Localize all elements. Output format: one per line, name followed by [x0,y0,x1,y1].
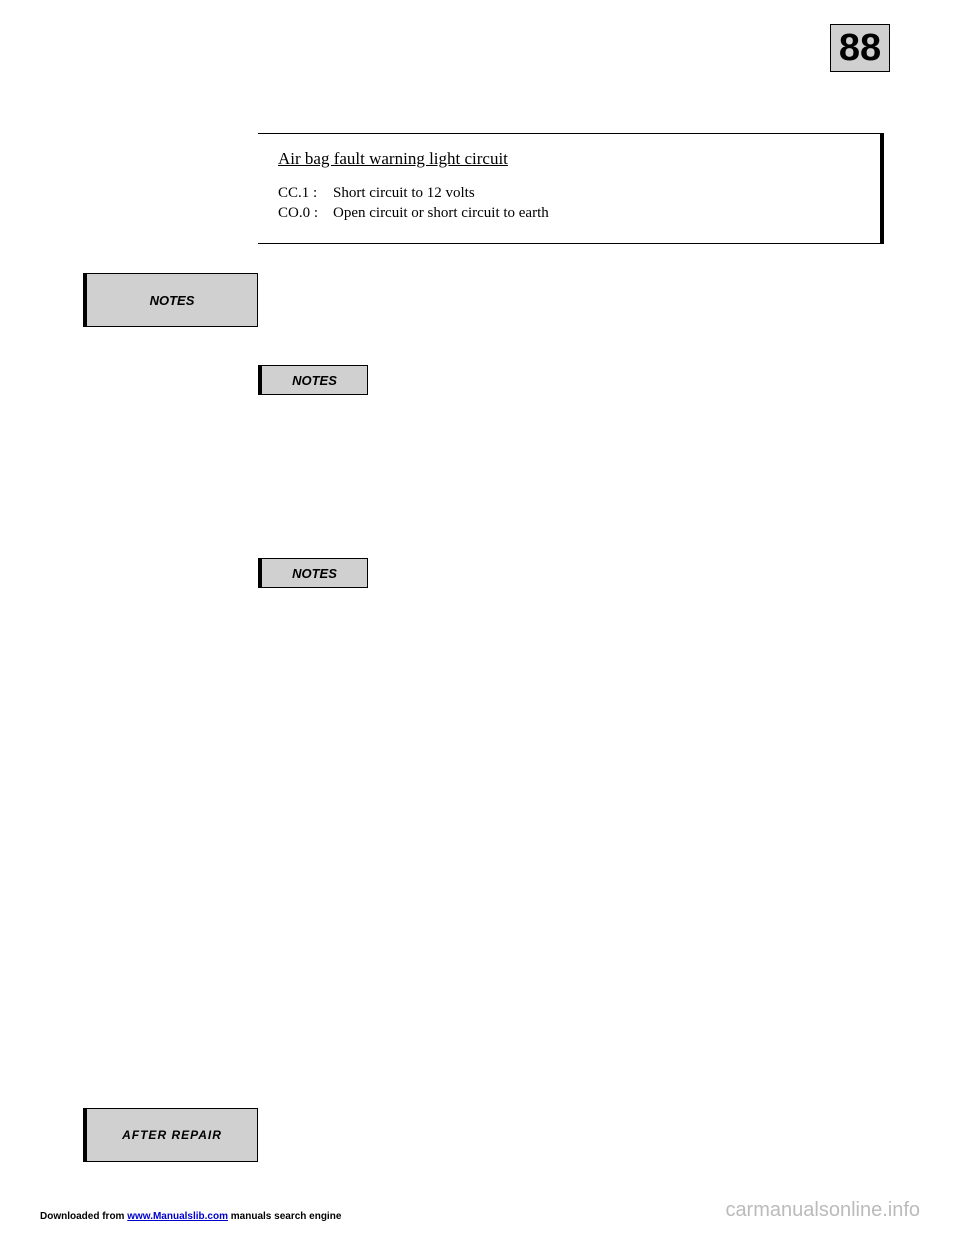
fault-code-desc: Open circuit or short circuit to earth [333,204,549,224]
page-number: 88 [839,27,881,70]
footer-left: Downloaded from www.Manualslib.com manua… [40,1211,341,1222]
after-repair-box: AFTER REPAIR [83,1108,258,1162]
footer-watermark: carmanualsonline.info [725,1199,920,1222]
notes-inline-box: NOTES [258,558,368,588]
fault-title: Air bag fault warning light circuit [278,149,860,169]
notes-label: NOTES [292,566,337,581]
page-number-box: 88 [830,24,890,72]
footer-suffix: manuals search engine [228,1211,341,1222]
fault-code-row: CC.1 : Short circuit to 12 volts [278,184,860,204]
notes-inline-box: NOTES [258,365,368,395]
notes-label: NOTES [150,293,195,308]
fault-code-label: CC.1 : [278,184,333,204]
footer-link[interactable]: www.Manualslib.com [127,1211,228,1222]
notes-label: NOTES [292,373,337,388]
fault-code-label: CO.0 : [278,204,333,224]
footer-prefix: Downloaded from [40,1211,127,1222]
fault-codes: CC.1 : Short circuit to 12 volts CO.0 : … [278,184,860,223]
fault-code-desc: Short circuit to 12 volts [333,184,475,204]
notes-main-box: NOTES [83,273,258,327]
fault-block: Air bag fault warning light circuit CC.1… [258,133,884,244]
after-repair-label: AFTER REPAIR [122,1128,222,1142]
fault-code-row: CO.0 : Open circuit or short circuit to … [278,204,860,224]
